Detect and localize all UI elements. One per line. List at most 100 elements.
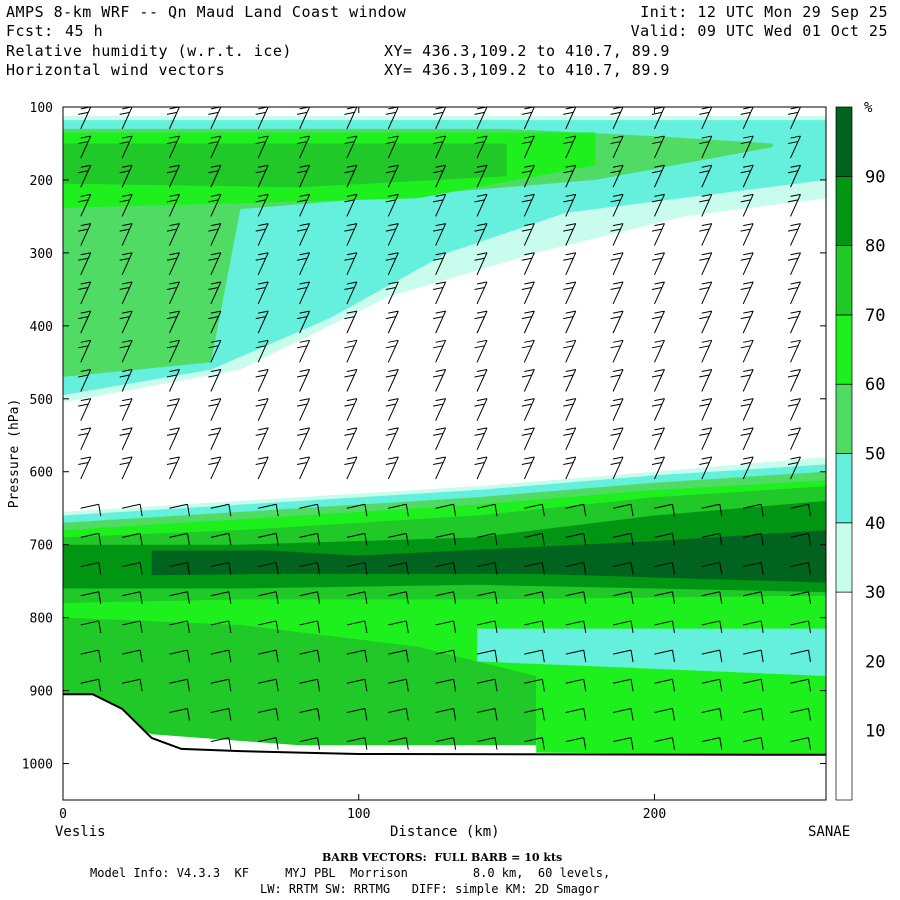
wind-barb-flag [364, 737, 368, 750]
wind-barb [521, 135, 535, 159]
wind-barb-flag [122, 135, 133, 139]
wind-barb [344, 456, 358, 480]
wind-barb-flag [610, 316, 621, 320]
wind-barb-flag [474, 432, 485, 436]
wind-barb-shaft [612, 194, 624, 217]
wind-barb-shaft [210, 106, 222, 130]
wind-barb-shaft [654, 223, 665, 246]
wind-barb-flag [494, 533, 498, 546]
wind-barb-flag [228, 737, 232, 750]
wind-barb [654, 707, 675, 721]
wind-barb [433, 252, 447, 275]
wind-barb-flag [760, 591, 764, 604]
wind-barb-shaft [435, 165, 447, 188]
wind-barb-flag [208, 228, 219, 232]
wind-barb [563, 252, 577, 275]
wind-barb-flag [474, 286, 485, 290]
wind-barb [787, 252, 801, 275]
wind-barb-flag [169, 456, 180, 460]
wind-barb-flag [80, 164, 91, 168]
wind-barb-flag [275, 533, 279, 546]
wind-barb-flag [388, 281, 399, 285]
wind-barb-shaft [701, 223, 713, 246]
wind-barb-flag [385, 374, 396, 378]
wind-barb-shaft [258, 649, 277, 655]
wind-barb [433, 310, 447, 334]
wind-barb-shaft [122, 562, 141, 568]
wind-barb-flag [346, 369, 358, 372]
wind-barb [610, 427, 624, 451]
wind-barb [787, 310, 801, 334]
wind-barb-shaft [258, 562, 277, 568]
wind-barb-shaft [476, 707, 496, 713]
wind-barb [740, 456, 754, 480]
wind-barb [521, 398, 535, 421]
wind-barb-flag [166, 286, 178, 290]
wind-barb-shaft [701, 106, 713, 130]
wind-barb-shaft [121, 223, 133, 246]
wind-barb-flag [453, 737, 457, 750]
wind-barb-flag [405, 562, 409, 575]
wind-barb-flag [78, 316, 89, 320]
terrain-mask [63, 694, 826, 800]
wind-barb-flag [699, 257, 710, 261]
wind-barb [80, 649, 102, 663]
wind-barb-shaft [257, 310, 269, 334]
wind-barb-flag [255, 345, 266, 349]
wind-barb-shaft [612, 223, 624, 246]
wind-barb-shaft [346, 369, 358, 392]
wind-barb-flag [78, 199, 89, 203]
wind-barb-shaft [80, 194, 92, 217]
wind-barb-flag [453, 650, 457, 663]
wind-barb-flag [740, 345, 751, 349]
wind-barb [296, 252, 311, 275]
wind-barb [701, 620, 723, 634]
wind-barb-flag [435, 135, 446, 139]
wind-barb-flag [719, 650, 723, 663]
wind-barb-shaft [121, 456, 133, 480]
wind-barb-flag [139, 533, 143, 546]
wind-barb-shaft [790, 369, 801, 392]
wind-barb-flag [433, 170, 444, 174]
wind-barb [388, 591, 409, 604]
wind-barb-flag [612, 223, 624, 227]
wind-barb-flag [476, 310, 488, 314]
wind-barb [385, 223, 399, 246]
wind-barb [743, 562, 764, 575]
wind-barb [787, 281, 801, 305]
wind-barb [563, 310, 577, 334]
wind-barb-flag [583, 533, 587, 546]
wind-barb-shaft [122, 591, 141, 597]
wind-barb [740, 135, 754, 159]
wind-barb-flag [258, 193, 269, 197]
wind-barb-shaft [346, 427, 358, 451]
wind-barb-flag [630, 620, 634, 634]
wind-barb-shaft [612, 707, 632, 713]
wind-barb-shaft [80, 310, 92, 334]
wind-barb-shaft [524, 532, 543, 538]
wind-barb-shaft [210, 369, 222, 392]
wind-barb-flag [563, 141, 574, 145]
wind-barb-flag [346, 456, 358, 460]
wind-barb-shaft [121, 369, 133, 392]
wind-barb-flag [433, 374, 444, 378]
wind-barb [169, 562, 190, 575]
wind-barb [255, 193, 269, 217]
wind-barb-shaft [476, 369, 488, 392]
wind-barb-flag [255, 111, 266, 115]
wind-barb-shaft [790, 562, 809, 568]
wind-barb [435, 503, 457, 517]
wind-barb-shaft [388, 678, 407, 684]
wind-barb-flag [521, 228, 532, 232]
wind-barb-shaft [524, 620, 543, 626]
wind-barb-shaft [654, 737, 673, 743]
wind-barb-shaft [387, 165, 399, 188]
wind-barb-flag [740, 286, 751, 290]
wind-barb-flag [388, 135, 399, 139]
wind-barb-shaft [701, 340, 713, 363]
wind-barb-flag [344, 403, 355, 407]
wind-barb-flag [719, 737, 723, 750]
wind-barb-shaft [121, 252, 133, 275]
wind-barb [344, 310, 358, 334]
wind-barb [787, 456, 801, 480]
